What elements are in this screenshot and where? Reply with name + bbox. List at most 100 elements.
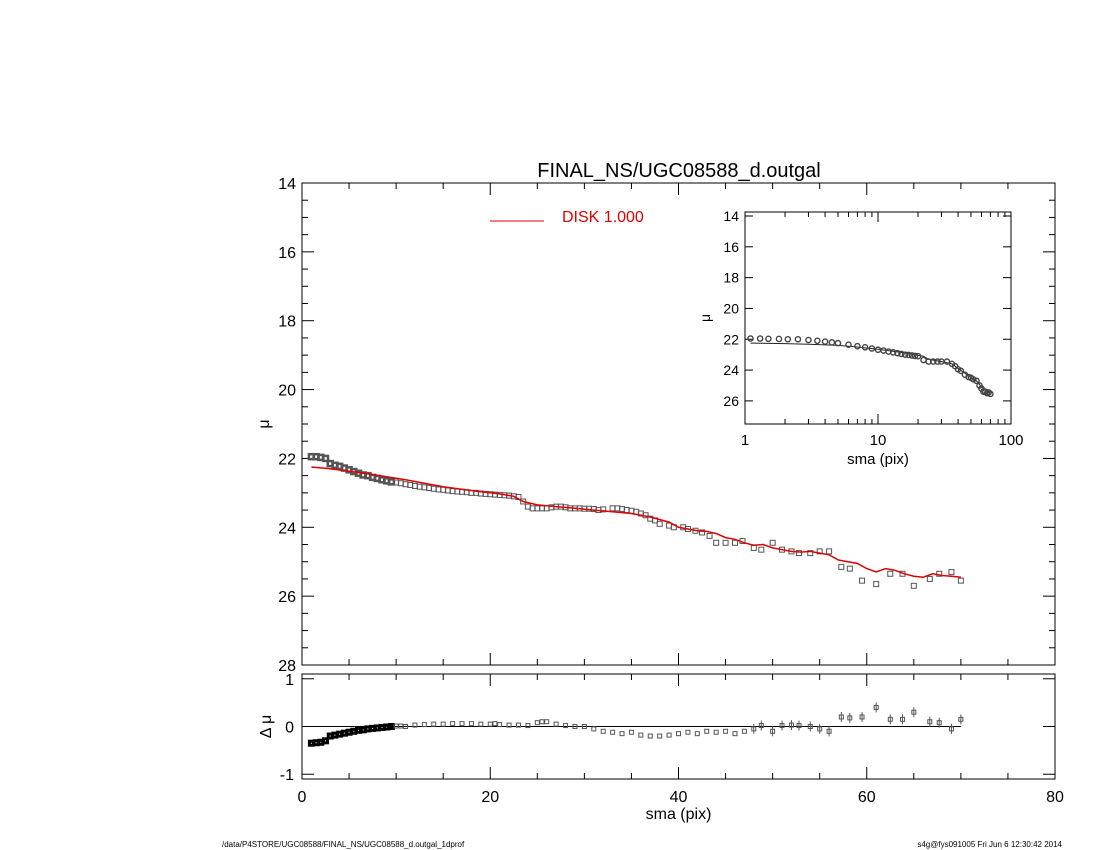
x-tick-label: 20 [481, 789, 499, 806]
inset-data-point [985, 389, 993, 396]
data-point [713, 539, 720, 546]
data-point [656, 520, 663, 527]
residual-point [770, 728, 776, 734]
data-point [722, 539, 729, 546]
residual-point [525, 723, 531, 729]
inset-data-point [834, 339, 842, 347]
residual-point [610, 729, 616, 735]
residual-point [619, 731, 625, 737]
inset-data-point [905, 351, 912, 359]
inset-data-point [747, 335, 754, 342]
residual-point [723, 728, 729, 734]
residual-point [911, 709, 917, 715]
residual-point [826, 728, 832, 734]
residual-point [628, 729, 634, 735]
inset-data-point [854, 342, 861, 350]
y-tick-label: 24 [278, 520, 296, 537]
data-point [957, 577, 964, 584]
inset-data-point [861, 343, 869, 351]
residual-point [553, 721, 559, 727]
inset-data-point [794, 335, 802, 343]
x-tick-label: 80 [1046, 789, 1064, 806]
residual-point [796, 723, 802, 729]
residual-point [487, 721, 493, 727]
residual-point [403, 724, 409, 729]
y-tick-label: 1 [285, 672, 294, 689]
y-axis-label: Δ μ [258, 715, 275, 738]
data-point [846, 565, 853, 572]
inset-data-point [756, 335, 764, 342]
residual-point [751, 726, 757, 732]
inset-y-tick-label: 18 [723, 270, 739, 286]
residual-point [788, 722, 794, 728]
x-tick-label: 60 [858, 789, 876, 806]
main-plot: 14 16 18 20 22 24 26 28 μ DISK 1.000 [256, 176, 1056, 675]
inset-x-tick-label: 10 [870, 432, 887, 449]
data-point [750, 544, 757, 551]
residual-point [807, 724, 813, 729]
residual-point [515, 722, 521, 728]
residual-point [948, 726, 954, 732]
data-point [699, 529, 706, 536]
inset-data-point [973, 377, 980, 385]
residual-point [459, 721, 465, 727]
inset-data-point [814, 337, 821, 345]
inset-data-point [765, 335, 772, 343]
residual-point [563, 723, 569, 729]
y-tick-label: 22 [278, 451, 296, 468]
residual-point [900, 716, 906, 722]
inset-y-tick-label: 24 [723, 362, 739, 378]
residual-point [647, 733, 653, 739]
data-point [816, 548, 823, 555]
residual-point [398, 723, 404, 729]
residual-point [676, 731, 681, 737]
residual-point [600, 728, 606, 734]
y-tick-label: 0 [285, 720, 294, 737]
inset-x-tick-label: 100 [998, 432, 1023, 449]
residual-point [497, 722, 503, 728]
inset-y-tick-label: 14 [723, 208, 739, 224]
inset-y-tick-label: 16 [723, 239, 739, 255]
residual-point [927, 719, 933, 725]
inset-data-point [889, 349, 897, 356]
inset-data-point [845, 341, 852, 348]
residual-point [450, 721, 456, 727]
data-point [838, 563, 845, 570]
residual-point [958, 716, 964, 722]
data-point [321, 454, 330, 463]
inset-data-point [987, 390, 994, 398]
residual-point [704, 728, 710, 734]
residual-point [817, 726, 823, 732]
inset-data-point [784, 335, 792, 343]
inset-data-point [868, 345, 876, 352]
disk-model-line [311, 466, 961, 578]
residual-point [431, 721, 437, 727]
residual-point [741, 728, 747, 734]
inset-data-point [901, 351, 909, 358]
residual-point [534, 720, 540, 726]
residual-point [544, 719, 550, 725]
residual-point [468, 721, 474, 727]
data-point [910, 582, 917, 589]
footer-path: /data/P4STORE/UGC08588/FINAL_NS/UGC08588… [222, 840, 465, 849]
inset-data-point [914, 352, 922, 360]
inset-frame [744, 211, 1012, 425]
residual-point [393, 723, 399, 729]
inset-data-point [828, 339, 836, 346]
inset-data-point [775, 335, 783, 343]
inset-data-point [894, 349, 901, 357]
inset-x-axis-label: sma (pix) [847, 451, 909, 468]
data-point [706, 532, 713, 539]
data-point [887, 570, 894, 577]
y-tick-label: 26 [278, 589, 296, 606]
data-point [826, 548, 833, 555]
x-tick-label: 0 [298, 789, 307, 806]
inset-data-point [908, 352, 916, 359]
inset-data-point [929, 358, 937, 365]
inset-data-point [898, 350, 905, 358]
residual-point [713, 729, 719, 735]
residual-point [859, 714, 865, 720]
legend-label: DISK 1.000 [562, 209, 644, 226]
y-tick-label: 16 [278, 245, 296, 262]
